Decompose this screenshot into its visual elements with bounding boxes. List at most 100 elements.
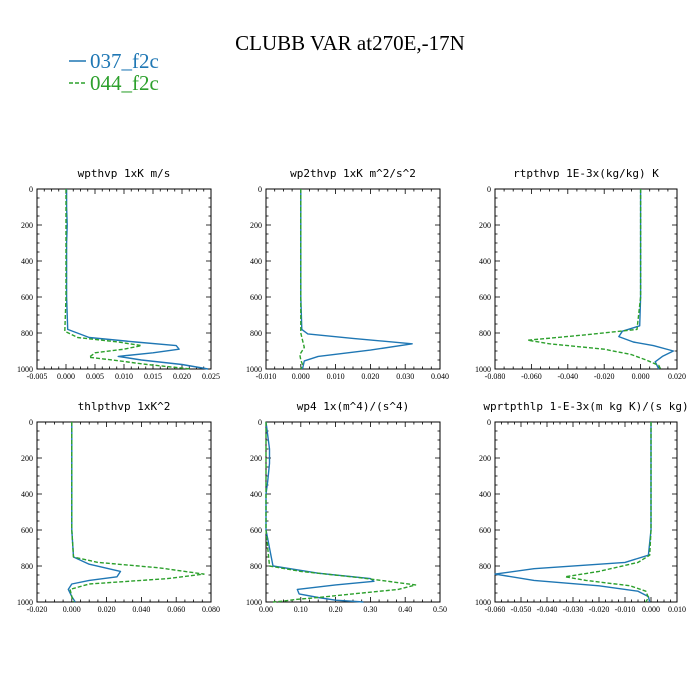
x-tick-label: 0.040 <box>132 605 150 614</box>
y-tick-label: 200 <box>479 221 491 230</box>
x-tick-label: 0.060 <box>167 605 185 614</box>
axes-frame <box>494 421 678 603</box>
panel-5: wp4 1x(m^4)/(s^4) 0.00 0.10 0.20 0.30 0.40 0.5… <box>246 400 447 614</box>
x-tick-label: 0.030 <box>396 372 414 381</box>
legend-label-044-f2c: 044_f2c <box>90 71 159 95</box>
panel-2: wp2thvp 1xK m^2/s^2 -0.010 0.000 0.010 0.020… <box>246 167 449 381</box>
x-tick-label: 0.025 <box>202 372 220 381</box>
y-tick-label: 200 <box>250 454 262 463</box>
y-tick-label: 1000 <box>17 598 33 607</box>
y-tick-label: 600 <box>479 293 491 302</box>
panel-title: thlpthvp 1xK^2 <box>78 400 171 413</box>
x-tick-label: -0.020 <box>594 372 615 381</box>
axes-frame <box>265 421 441 603</box>
y-tick-label: 400 <box>21 490 33 499</box>
series-line-044-f2c <box>527 189 662 370</box>
axes-frame <box>36 188 212 370</box>
y-tick-label: 1000 <box>475 598 491 607</box>
x-tick-label: 0.000 <box>292 372 310 381</box>
x-tick-label: -0.005 <box>27 372 48 381</box>
x-tick-label: 0.080 <box>202 605 220 614</box>
panel-title: wp4 1x(m^4)/(s^4) <box>297 400 410 413</box>
series-line-044-f2c <box>69 422 205 603</box>
y-tick-label: 1000 <box>246 598 262 607</box>
y-tick-label: 400 <box>21 257 33 266</box>
panel-6: wprtpthlp 1-E-3x(m kg K)/(s kg) -0.060 -0.… <box>475 400 689 614</box>
panel-1: wpthvp 1xK m/s -0.005 0.000 0.005 0.010 0.015… <box>17 167 220 381</box>
legend: 037_f2c 044_f2c <box>69 49 159 95</box>
x-tick-label: 0.015 <box>144 372 162 381</box>
panels: wpthvp 1xK m/s-0.005 0.000 0.005 0.010 0.015… <box>17 167 689 614</box>
y-tick-label: 800 <box>479 562 491 571</box>
x-tick-label: 0.10 <box>294 605 308 614</box>
y-tick-label: 600 <box>250 526 262 535</box>
x-tick-label: 0.40 <box>398 605 412 614</box>
x-tick-label: 0.000 <box>642 605 660 614</box>
figure-title: CLUBB VAR at270E,-17N <box>235 31 465 55</box>
y-tick-label: 800 <box>21 562 33 571</box>
y-tick-label: 600 <box>21 526 33 535</box>
y-tick-label: 0 <box>487 185 491 194</box>
x-tick-label: -0.080 <box>485 372 506 381</box>
y-tick-label: 800 <box>250 562 262 571</box>
y-tick-label: 0 <box>487 418 491 427</box>
series-line-044-f2c <box>64 189 191 370</box>
x-tick-label: 0.020 <box>668 372 686 381</box>
x-tick-label: -0.050 <box>511 605 532 614</box>
x-tick-label: 0.020 <box>173 372 191 381</box>
series-line-037-f2c <box>618 189 675 370</box>
x-tick-label: 0.30 <box>363 605 377 614</box>
x-tick-label: -0.020 <box>589 605 610 614</box>
x-tick-label: -0.060 <box>521 372 542 381</box>
y-tick-label: 400 <box>479 257 491 266</box>
x-tick-label: -0.060 <box>485 605 506 614</box>
y-tick-label: 1000 <box>17 365 33 374</box>
axes-frame <box>36 421 212 603</box>
panel-title: rtpthvp 1E-3x(kg/kg) K <box>513 167 659 180</box>
y-tick-label: 400 <box>479 490 491 499</box>
y-tick-label: 0 <box>258 418 262 427</box>
y-tick-label: 600 <box>479 526 491 535</box>
series-line-044-f2c <box>265 422 417 603</box>
x-tick-label: -0.010 <box>256 372 277 381</box>
panel-title: wprtpthlp 1-E-3x(m kg K)/(s kg) <box>483 400 688 413</box>
x-tick-label: 0.005 <box>86 372 104 381</box>
axes-frame <box>265 188 441 370</box>
x-tick-label: 0.040 <box>431 372 449 381</box>
y-tick-label: 800 <box>250 329 262 338</box>
x-tick-label: 0.020 <box>361 372 379 381</box>
x-tick-label: 0.020 <box>98 605 116 614</box>
y-tick-label: 1000 <box>475 365 491 374</box>
axes-frame <box>494 188 678 370</box>
series-line-044-f2c <box>299 189 305 370</box>
y-tick-label: 400 <box>250 257 262 266</box>
panel-title: wpthvp 1xK m/s <box>78 167 171 180</box>
series-line-037-f2c <box>67 422 122 603</box>
x-tick-label: 0.50 <box>433 605 447 614</box>
x-tick-label: -0.010 <box>615 605 636 614</box>
y-tick-label: 600 <box>250 293 262 302</box>
y-tick-label: 400 <box>250 490 262 499</box>
series-line-044-f2c <box>564 422 652 603</box>
y-tick-label: 200 <box>21 454 33 463</box>
x-tick-label: -0.030 <box>563 605 584 614</box>
y-tick-label: 0 <box>258 185 262 194</box>
y-tick-label: 1000 <box>246 365 262 374</box>
x-tick-label: 0.010 <box>327 372 345 381</box>
y-tick-label: 0 <box>29 185 33 194</box>
x-tick-label: 0.000 <box>57 372 75 381</box>
x-tick-label: -0.020 <box>27 605 48 614</box>
x-tick-label: 0.00 <box>259 605 273 614</box>
x-tick-label: -0.040 <box>537 605 558 614</box>
panel-3: rtpthvp 1E-3x(kg/kg) K -0.080 -0.060 -0.040… <box>475 167 686 381</box>
x-tick-label: -0.040 <box>557 372 578 381</box>
x-tick-label: 0.010 <box>668 605 686 614</box>
y-tick-label: 200 <box>250 221 262 230</box>
legend-label-037-f2c: 037_f2c <box>90 49 159 73</box>
y-tick-label: 800 <box>479 329 491 338</box>
x-tick-label: 0.000 <box>632 372 650 381</box>
x-tick-label: 0.010 <box>115 372 133 381</box>
y-tick-label: 200 <box>479 454 491 463</box>
panel-4: thlpthvp 1xK^2 -0.020 0.000 0.020 0.040 0.060… <box>17 400 220 614</box>
